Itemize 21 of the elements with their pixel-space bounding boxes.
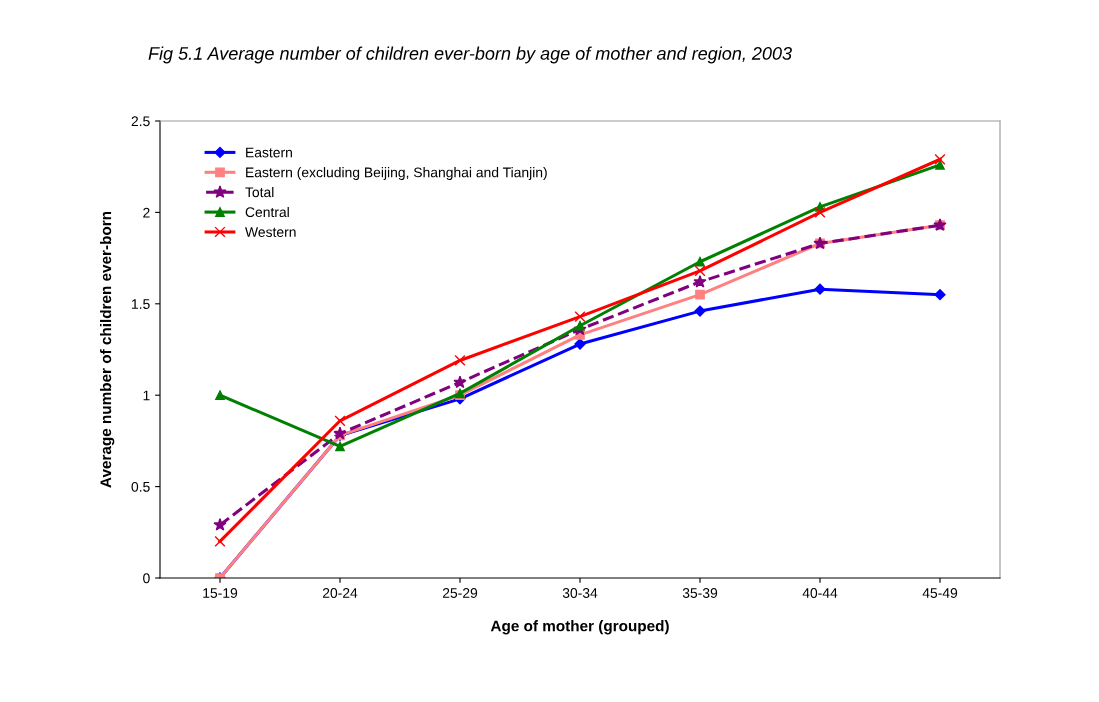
y-axis-title: Average number of children ever-born — [100, 211, 115, 488]
x-tick-label: 45-49 — [922, 588, 958, 598]
x-tick-label: 25-29 — [442, 588, 478, 598]
chart-title: Fig 5.1 Average number of children ever-born by age of mother and region, 2003 — [148, 46, 792, 64]
y-tick-label: 2 — [143, 207, 150, 218]
legend-label: Central — [245, 206, 289, 218]
x-tick-label: 15-19 — [203, 588, 238, 598]
x-tick-label: 40-44 — [802, 588, 838, 598]
legend-label: Total — [245, 186, 274, 198]
legend-label: Eastern — [246, 147, 292, 158]
y-tick-label: 0 — [143, 573, 150, 584]
x-tick-label: 30-34 — [562, 588, 598, 598]
legend-label: Western — [245, 227, 296, 237]
y-tick-label: 1 — [143, 390, 150, 401]
legend-label: Eastern (excluding Beijing, Shanghai and Tianjin) — [246, 167, 547, 181]
y-tick-label: 2.5 — [131, 116, 150, 127]
x-tick-label: 20-24 — [322, 588, 358, 598]
y-tick-label: 1.5 — [132, 299, 150, 309]
x-tick-label: 35-39 — [682, 588, 718, 598]
y-tick-label: 0.5 — [131, 481, 150, 492]
x-axis-title: Age of mother (grouped) — [490, 620, 669, 635]
